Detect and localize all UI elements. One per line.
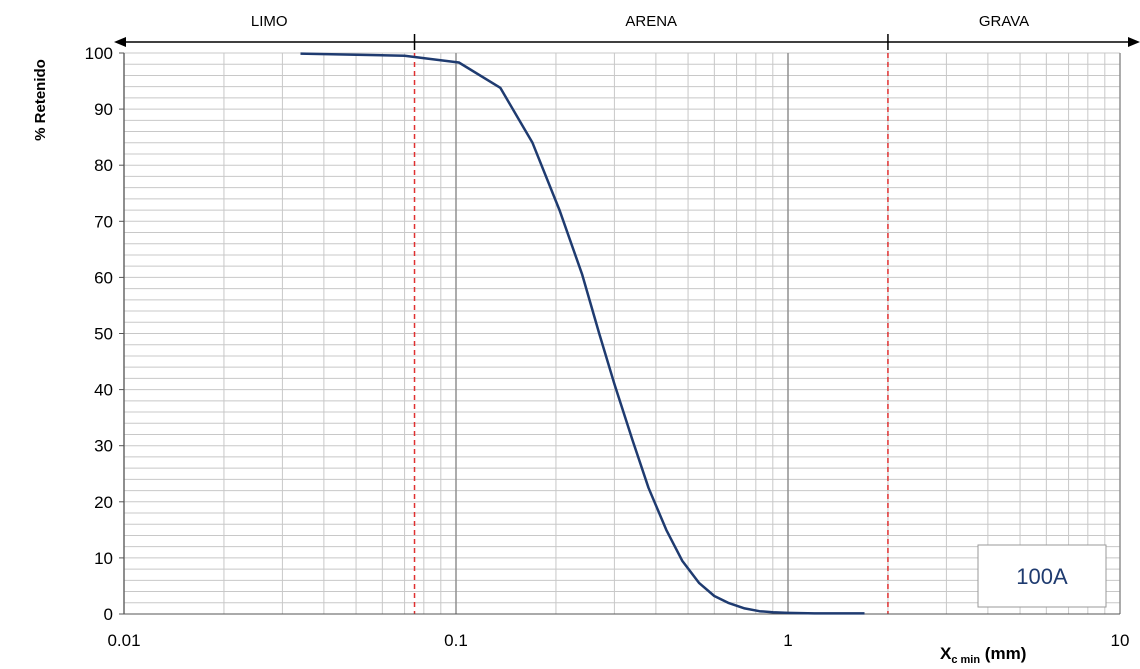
grid	[123, 52, 1121, 615]
sample-annotation-box	[977, 544, 1107, 608]
region-label: LIMO	[251, 13, 288, 30]
y-tick-labels: 0 10 20 30 40 50 60 70 80 90 100	[85, 44, 113, 624]
x-axis-title-main: X	[940, 644, 952, 663]
sample-annotation: 100A	[977, 544, 1107, 608]
y-tick-label: 30	[94, 437, 113, 456]
series-layer	[300, 52, 865, 615]
x-tick-labels: 0.01 0.1 1 10	[107, 631, 1129, 650]
region-label: GRAVA	[979, 13, 1029, 30]
region-header: LIMO ARENA GRAVA	[114, 13, 1140, 50]
y-tick-label: 50	[94, 325, 113, 344]
axes	[119, 52, 1120, 615]
x-axis-title-sub: c min	[951, 654, 980, 666]
y-axis-title: % Retenido	[32, 59, 49, 141]
region-boundaries	[413, 53, 889, 614]
y-tick-label: 10	[94, 549, 113, 568]
region-arrow-left-icon	[114, 37, 126, 47]
y-tick-label: 0	[104, 605, 113, 624]
y-tick-label: 70	[94, 212, 113, 231]
region-arrow-right-icon	[1128, 37, 1140, 47]
x-tick-label: 10	[1111, 631, 1130, 650]
y-tick-label: 80	[94, 156, 113, 175]
x-axis-title: Xc min (mm)	[940, 644, 1026, 666]
region-label: ARENA	[625, 13, 677, 30]
y-tick-label: 20	[94, 493, 113, 512]
y-tick-label: 100	[85, 44, 113, 63]
y-tick-label: 40	[94, 381, 113, 400]
x-axis-title-unit: (mm)	[980, 644, 1026, 663]
y-tick-label: 60	[94, 268, 113, 287]
y-tick-label: 90	[94, 100, 113, 119]
sample-annotation-label: 100A	[1016, 564, 1068, 589]
x-tick-label: 0.1	[444, 631, 468, 650]
series-line	[300, 52, 865, 615]
x-tick-label: 1	[783, 631, 792, 650]
x-tick-label: 0.01	[107, 631, 140, 650]
